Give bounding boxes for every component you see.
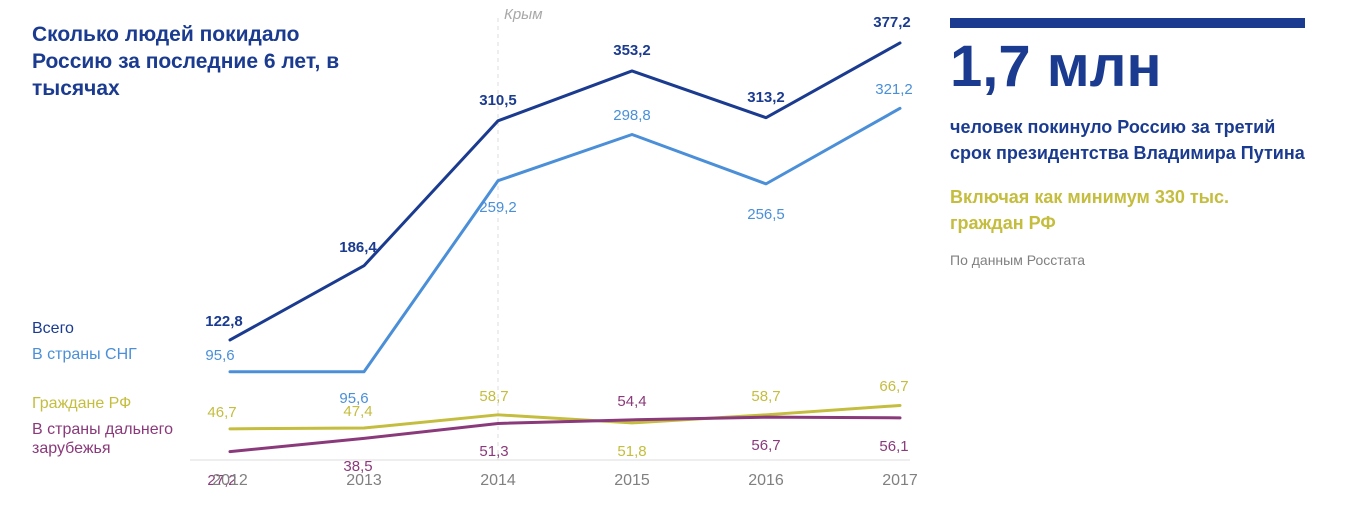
- sidebar-highlight: Включая как минимум 330 тыс. граждан РФ: [950, 184, 1305, 236]
- data-label: 46,7: [207, 404, 236, 421]
- legend-item: В страны дальнего зарубежья: [32, 420, 192, 458]
- data-label: 313,2: [747, 89, 785, 106]
- data-label: 353,2: [613, 42, 651, 59]
- data-label: 377,2: [873, 14, 911, 31]
- data-label: 310,5: [479, 92, 517, 109]
- data-label: 56,1: [879, 438, 908, 455]
- chart-title: Сколько людей покидало Россию за последн…: [32, 22, 372, 103]
- legend-item: Всего: [32, 319, 192, 338]
- sidebar-source: По данным Росстата: [950, 252, 1305, 268]
- x-axis-label: 2013: [334, 472, 394, 490]
- data-label: 51,8: [617, 443, 646, 460]
- data-label: 56,7: [751, 437, 780, 454]
- chart-area: Сколько людей покидало Россию за последн…: [0, 0, 920, 508]
- crimea-label: Крым: [504, 6, 543, 23]
- sidebar-accent-bar: [950, 18, 1305, 28]
- data-label: 58,7: [751, 388, 780, 405]
- data-label: 54,4: [617, 393, 646, 410]
- data-label: 186,4: [339, 239, 377, 256]
- x-axis-label: 2012: [200, 472, 260, 490]
- data-label: 58,7: [479, 388, 508, 405]
- data-label: 298,8: [613, 107, 651, 124]
- data-label: 95,6: [205, 347, 234, 364]
- data-label: 259,2: [479, 199, 517, 216]
- x-axis-label: 2017: [870, 472, 930, 490]
- data-label: 51,3: [479, 443, 508, 460]
- x-axis-label: 2016: [736, 472, 796, 490]
- legend-item: Граждане РФ: [32, 394, 192, 413]
- x-axis-label: 2014: [468, 472, 528, 490]
- data-label: 122,8: [205, 313, 243, 330]
- data-label: 256,5: [747, 206, 785, 223]
- sidebar-headline: 1,7 млн: [950, 38, 1305, 96]
- data-label: 66,7: [879, 378, 908, 395]
- legend-item: В страны СНГ: [32, 345, 192, 364]
- data-label: 321,2: [875, 81, 913, 98]
- data-label: 47,4: [343, 403, 372, 420]
- sidebar-subtext: человек покинуло Россию за третий срок п…: [950, 114, 1305, 166]
- sidebar: 1,7 млн человек покинуло Россию за трети…: [920, 0, 1345, 508]
- x-axis-label: 2015: [602, 472, 662, 490]
